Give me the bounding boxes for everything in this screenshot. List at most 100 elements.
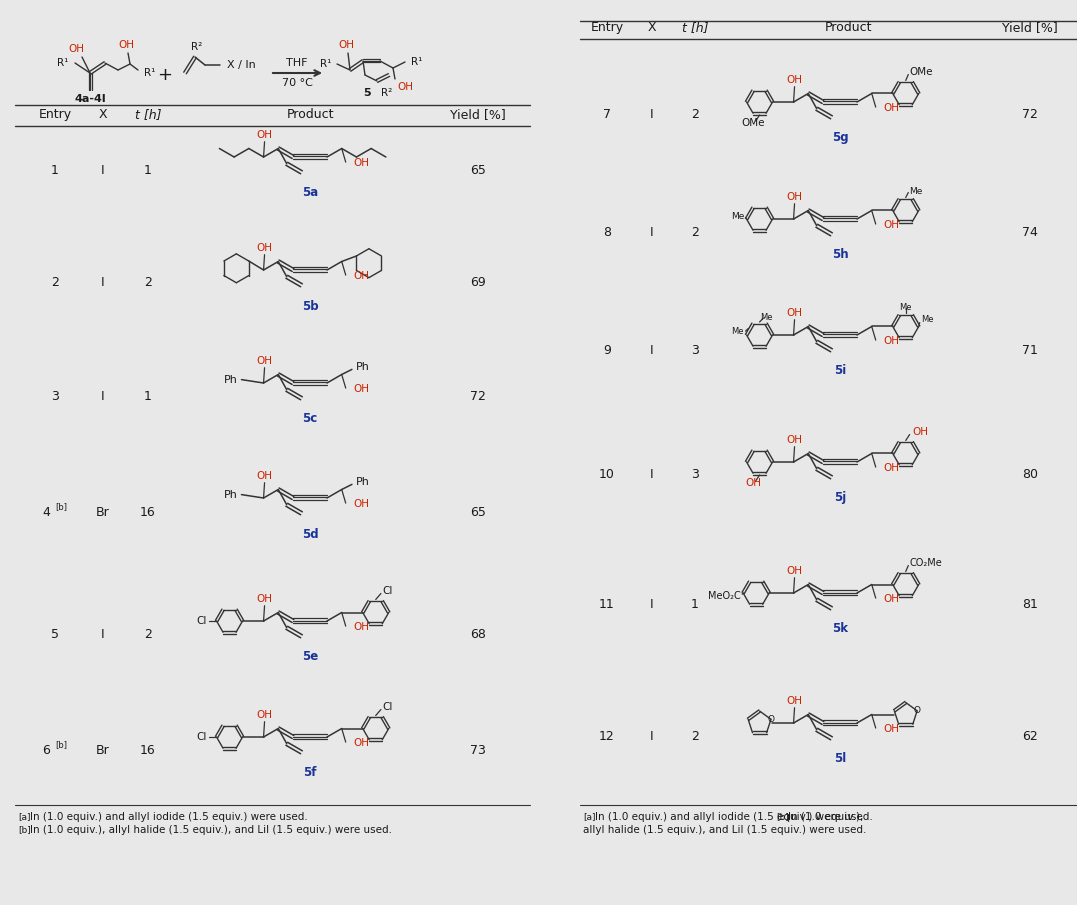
Text: 65: 65 — [470, 506, 486, 519]
Text: I: I — [651, 109, 654, 121]
Text: I: I — [651, 344, 654, 357]
Text: Yield [%]: Yield [%] — [450, 109, 506, 121]
Text: 2: 2 — [51, 277, 59, 290]
Text: OH: OH — [353, 622, 369, 632]
Text: Ph: Ph — [224, 490, 237, 500]
Text: 10: 10 — [599, 469, 615, 481]
Text: OH: OH — [353, 384, 369, 394]
Text: I: I — [651, 730, 654, 744]
Text: OH: OH — [786, 566, 802, 576]
Text: 1: 1 — [144, 390, 152, 404]
Text: Cl: Cl — [382, 702, 393, 712]
Text: Me: Me — [731, 327, 743, 336]
Text: OH: OH — [786, 192, 802, 202]
Text: 73: 73 — [470, 744, 486, 757]
Text: 9: 9 — [603, 344, 611, 357]
Text: 5h: 5h — [831, 249, 849, 262]
Text: Br: Br — [96, 506, 110, 519]
Text: OH: OH — [786, 75, 802, 85]
Text: 70 °C: 70 °C — [281, 78, 312, 88]
Text: OH: OH — [353, 271, 369, 281]
Text: CO₂Me: CO₂Me — [910, 558, 942, 568]
Text: 65: 65 — [470, 164, 486, 176]
Text: 74: 74 — [1022, 226, 1038, 240]
Text: Br: Br — [96, 744, 110, 757]
Text: OH: OH — [397, 82, 412, 92]
Text: R¹: R¹ — [320, 59, 331, 69]
Text: 2: 2 — [691, 226, 699, 240]
Text: THF: THF — [286, 58, 308, 68]
Text: Ph: Ph — [355, 362, 369, 372]
Text: O: O — [768, 715, 774, 724]
Text: I: I — [651, 598, 654, 612]
Text: Product: Product — [286, 109, 334, 121]
Text: OH: OH — [256, 710, 272, 719]
Text: OH: OH — [338, 40, 354, 50]
Text: OMe: OMe — [910, 68, 933, 78]
Text: R¹: R¹ — [57, 58, 68, 68]
Text: Me: Me — [731, 212, 744, 221]
Text: 5i: 5i — [834, 365, 847, 377]
Text: OH: OH — [884, 463, 899, 473]
Text: OH: OH — [786, 434, 802, 444]
Text: 3: 3 — [691, 469, 699, 481]
Text: OH: OH — [884, 220, 899, 230]
Text: 7: 7 — [603, 109, 611, 121]
Text: OH: OH — [256, 594, 272, 604]
Text: OH: OH — [786, 308, 802, 318]
Text: t [h]: t [h] — [682, 22, 709, 34]
Text: In (1.0 equiv.),: In (1.0 equiv.), — [788, 812, 864, 822]
Text: Me: Me — [899, 303, 912, 312]
Text: OH: OH — [884, 724, 899, 734]
Text: 80: 80 — [1022, 469, 1038, 481]
Text: 8: 8 — [603, 226, 611, 240]
Text: OH: OH — [884, 336, 899, 346]
Text: OH: OH — [884, 594, 899, 604]
Text: Yield [%]: Yield [%] — [1002, 22, 1058, 34]
Text: In (1.0 equiv.) and allyl iodide (1.5 equiv.) were used.: In (1.0 equiv.) and allyl iodide (1.5 eq… — [30, 812, 308, 822]
Text: 3: 3 — [691, 344, 699, 357]
Text: 12: 12 — [599, 730, 615, 744]
Text: MeO₂C: MeO₂C — [709, 591, 741, 601]
Text: 5j: 5j — [834, 491, 847, 504]
Text: O: O — [913, 706, 921, 715]
Text: OH: OH — [786, 696, 802, 706]
Text: Cl: Cl — [196, 616, 207, 626]
Text: 4: 4 — [42, 506, 50, 519]
Text: 5l: 5l — [834, 752, 847, 766]
Text: 2: 2 — [144, 628, 152, 642]
Text: Ph: Ph — [224, 375, 237, 385]
Text: 3: 3 — [51, 390, 59, 404]
Text: 72: 72 — [1022, 109, 1038, 121]
Text: R¹: R¹ — [411, 57, 422, 67]
Text: 68: 68 — [470, 628, 486, 642]
Text: 5: 5 — [51, 628, 59, 642]
Text: 5g: 5g — [831, 131, 849, 145]
Text: OH: OH — [912, 427, 928, 437]
Text: allyl halide (1.5 equiv.), and LiI (1.5 equiv.) were used.: allyl halide (1.5 equiv.), and LiI (1.5 … — [583, 825, 866, 835]
Text: OH: OH — [256, 243, 272, 252]
Text: 2: 2 — [691, 730, 699, 744]
Text: [b]: [b] — [55, 740, 67, 749]
Text: Cl: Cl — [382, 586, 393, 596]
Text: [a]: [a] — [18, 813, 30, 822]
Text: Me: Me — [910, 187, 923, 196]
Text: In (1.0 equiv.) and allyl iodide (1.5 equiv.) were used.: In (1.0 equiv.) and allyl iodide (1.5 eq… — [595, 812, 872, 822]
Text: 5k: 5k — [833, 623, 848, 635]
Text: X: X — [647, 22, 656, 34]
Text: X: X — [99, 109, 108, 121]
Text: Ph: Ph — [355, 478, 369, 488]
Text: OH: OH — [256, 471, 272, 481]
Text: OH: OH — [256, 129, 272, 139]
Text: I: I — [651, 469, 654, 481]
Text: 5f: 5f — [304, 767, 317, 779]
Text: Product: Product — [824, 22, 871, 34]
Text: I: I — [101, 390, 104, 404]
Text: R²: R² — [381, 88, 392, 98]
Text: [b]: [b] — [777, 813, 788, 822]
Text: OH: OH — [884, 103, 899, 113]
Text: t [h]: t [h] — [135, 109, 162, 121]
Text: 11: 11 — [599, 598, 615, 612]
Text: Cl: Cl — [196, 732, 207, 742]
Text: OH: OH — [353, 738, 369, 748]
